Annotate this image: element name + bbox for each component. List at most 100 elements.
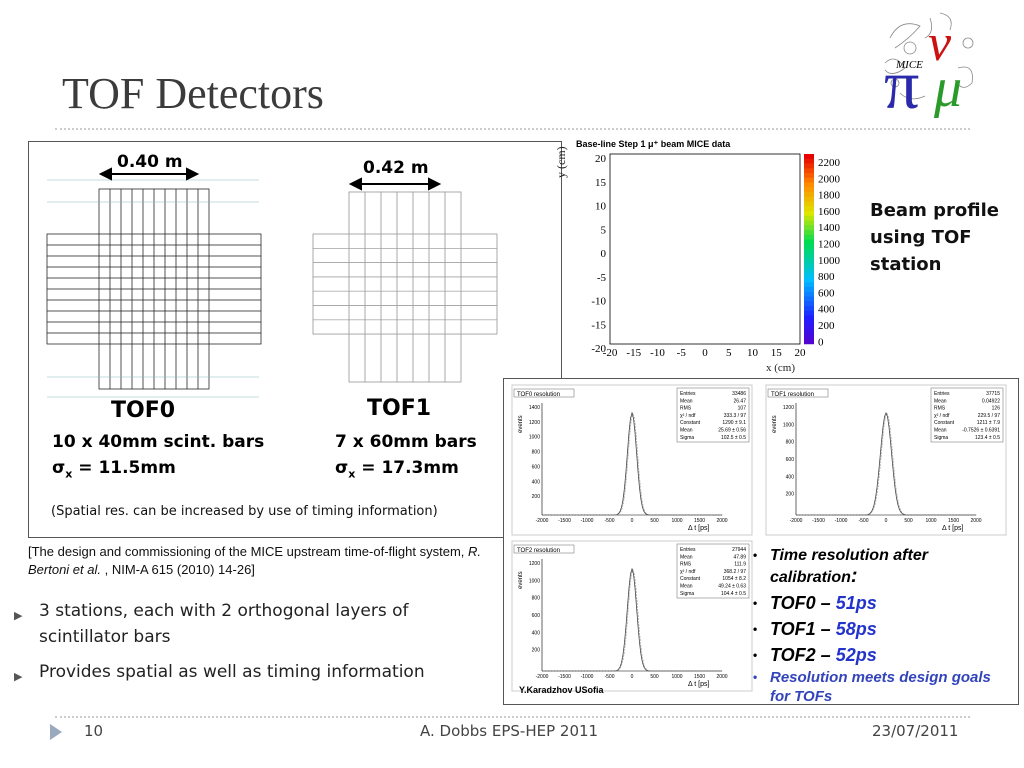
- beam-x-tick: 15: [771, 347, 783, 359]
- hist-xlabel: Δ t [ps]: [688, 681, 709, 688]
- hist-x-tick: -500: [604, 674, 614, 680]
- stat-label: RMS: [680, 562, 692, 568]
- tof0-description: 10 x 40mm scint. bars: [52, 432, 265, 452]
- hist-y-tick: 1200: [783, 405, 794, 411]
- stat-label: Sigma: [680, 435, 694, 441]
- colorbar-tick: 1000: [818, 255, 841, 267]
- hist-y-tick: 200: [786, 492, 795, 498]
- stat-label: Constant: [934, 420, 955, 426]
- hist-y-tick: 800: [532, 450, 541, 456]
- tof1-bar: [312, 305, 498, 321]
- stat-value: 368.2 / 97: [724, 569, 746, 575]
- beam-x-tick: -15: [626, 347, 641, 359]
- hist-x-tick: 1500: [694, 674, 705, 680]
- hist-x-tick: 1500: [948, 518, 959, 524]
- citation-authors: R. Bertoni et al.: [28, 544, 482, 577]
- mu-glyph: μ: [933, 57, 962, 119]
- histogram-1: TOF1 resolution Entries 37715 Mean 0.04922 RM…: [765, 384, 1007, 536]
- bullet-dot: •: [753, 648, 758, 662]
- stat-label: RMS: [680, 406, 692, 412]
- bullet-dot: •: [753, 596, 758, 610]
- colorbar-segment: [804, 258, 814, 264]
- colorbar-segment: [804, 306, 814, 311]
- resolution-histograms-panel: TOF0 resolution Entries 33486 Mean 26.47 RMS 1…: [503, 378, 1019, 705]
- hist-x-tick: -2000: [790, 518, 803, 524]
- stat-label: Mean: [680, 584, 693, 590]
- beam-y-tick: -20: [591, 343, 606, 355]
- colorbar-tick: 2000: [818, 173, 841, 185]
- stat-label: χ² / ndf: [934, 413, 950, 419]
- tof1-bar: [312, 319, 498, 335]
- footer-date: 23/07/2011: [872, 722, 959, 740]
- result-value: 58ps: [835, 619, 877, 639]
- beam-plot-title: Base-line Step 1 μ⁺ beam MICE data: [576, 139, 731, 149]
- tof1-bar: [428, 191, 446, 383]
- tof0-sigma: σx = 11.5mm: [52, 458, 176, 480]
- tof0-bar: [46, 332, 262, 345]
- hist-x-tick: 0: [885, 518, 888, 524]
- bullet-arrow-icon: ▶: [14, 670, 23, 683]
- beam-x-tick: -20: [603, 347, 618, 359]
- stat-value: -0.7526 ± 0.6391: [962, 428, 1000, 434]
- result-value: 51ps: [835, 593, 877, 613]
- tof1-name: TOF1: [367, 396, 432, 421]
- hist-x-tick: -500: [604, 518, 614, 524]
- hist-y-tick: 200: [532, 648, 541, 654]
- hist-y-tick: 600: [786, 457, 795, 463]
- hist-x-tick: 2000: [716, 518, 727, 524]
- hist-x-tick: 500: [650, 674, 659, 680]
- title-divider: [55, 128, 970, 130]
- colorbar-tick: 600: [818, 287, 835, 299]
- colorbar-segment: [804, 329, 814, 335]
- results-list: • Time resolution after calibration: • T…: [753, 545, 993, 706]
- result-row-tof2: • TOF2 – 52ps: [753, 642, 993, 668]
- hist-y-tick: 400: [532, 630, 541, 636]
- beam-x-tick: 5: [726, 347, 732, 359]
- stat-value: 26.47: [733, 398, 746, 404]
- citation-journal: , NIM-A 615 (2010) 14-26]: [101, 562, 255, 577]
- bullet-text: Provides spatial as well as timing infor…: [39, 662, 425, 682]
- stat-label: Sigma: [680, 591, 694, 597]
- stat-value: 229.5 / 97: [978, 413, 1000, 419]
- bullet-dot: •: [753, 670, 758, 684]
- stat-value: 27944: [732, 547, 746, 553]
- beam-plot-xlabel: x (cm): [766, 362, 796, 374]
- stat-value: 49.24 ± 0.63: [718, 584, 746, 590]
- logo-text: MICE: [895, 59, 923, 71]
- histogram-title: TOF2 resolution: [517, 548, 560, 554]
- hist-y-tick: 400: [532, 479, 541, 485]
- colorbar-segment: [804, 320, 814, 326]
- tof1-sigma-value: = 17.3mm: [361, 458, 459, 478]
- colorbar-segment: [804, 163, 814, 169]
- hist-y-tick: 800: [532, 596, 541, 602]
- histogram-title: TOF1 resolution: [771, 392, 814, 398]
- colorbar-segment: [804, 196, 814, 202]
- beam-profile-plot: Base-line Step 1 μ⁺ beam MICE data y (cm…: [554, 138, 846, 378]
- colorbar-segment: [804, 211, 814, 216]
- bullet-dot: •: [753, 622, 758, 636]
- colorbar-tick: 1800: [818, 190, 841, 202]
- colorbar-segment: [804, 301, 814, 307]
- beam-y-tick: -5: [597, 272, 607, 284]
- hist-y-tick: 1400: [529, 405, 540, 411]
- dimension-arrows: [98, 167, 442, 191]
- beam-x-tick: 10: [747, 347, 759, 359]
- histogram-0: TOF0 resolution Entries 33486 Mean 26.47 RMS 1…: [511, 384, 753, 536]
- hist-y-tick: 1200: [529, 420, 540, 426]
- hist-x-tick: 0: [631, 518, 634, 524]
- histogram-2: TOF2 resolution Entries 27944 Mean 47.89 RMS 1…: [511, 540, 753, 692]
- stat-label: Mean: [934, 398, 947, 404]
- result-value: 52ps: [835, 645, 877, 665]
- hist-ylabel: events: [772, 415, 778, 433]
- hist-x-tick: 1000: [925, 518, 936, 524]
- hist-x-tick: -1500: [812, 518, 825, 524]
- footer-arrow-icon: [48, 722, 64, 747]
- colorbar-segment: [804, 201, 814, 207]
- hist-x-tick: -1000: [835, 518, 848, 524]
- stat-label: RMS: [934, 406, 946, 412]
- colorbar-segment: [804, 310, 814, 316]
- hist-x-tick: 1000: [671, 518, 682, 524]
- tof-detector-panel: 0.40 m 0.42 m TOF0 TOF1 10 x 40mm scint.…: [28, 141, 562, 538]
- colorbar-segment: [804, 230, 814, 235]
- histogram-trace: [543, 568, 723, 672]
